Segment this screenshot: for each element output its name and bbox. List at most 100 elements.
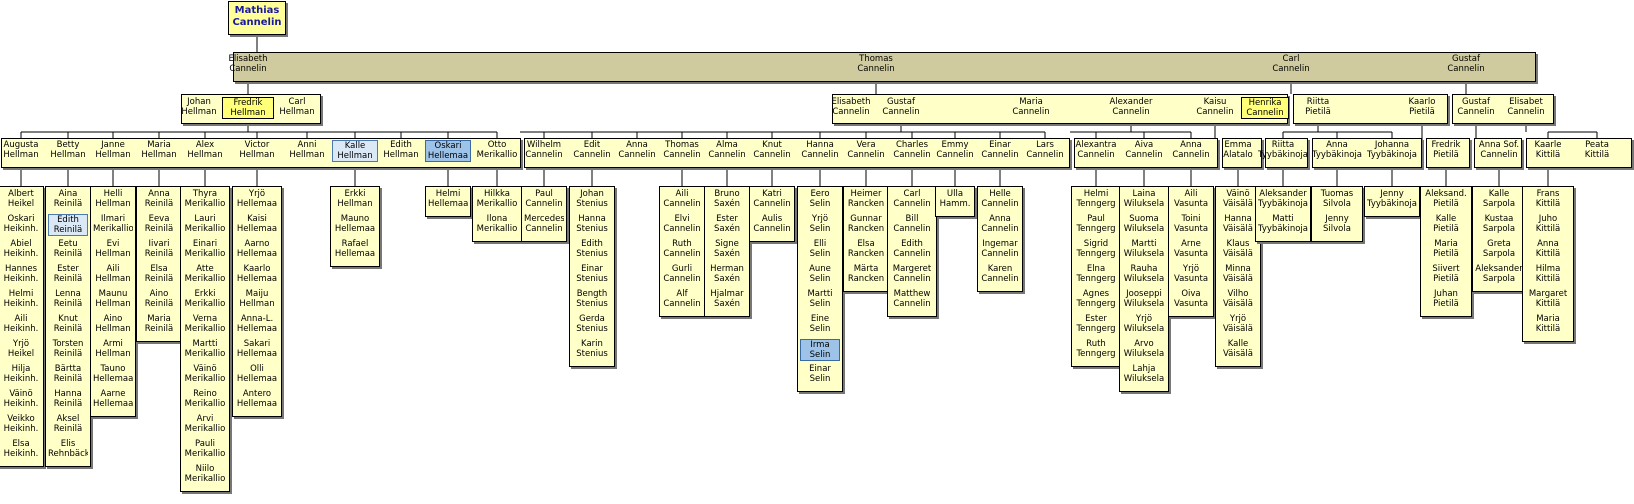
gen4-person[interactable]: Maunu Hellman [93,289,133,309]
gen4-person[interactable]: Helmi Hellemaa [428,189,468,209]
gen3-person[interactable]: Hanna Cannelin [797,140,843,160]
gen3-person[interactable]: Kaarle Kittilä [1525,140,1571,160]
gen4-person[interactable]: Eeva Reinilä [139,214,179,234]
gen4-person[interactable]: Bärtta Reinilä [48,364,88,384]
gen3-person[interactable]: Alex Hellman [182,140,228,160]
gen4-person[interactable]: Tauno Hellemaa [93,364,133,384]
gen4-person[interactable]: Martti Selin [800,289,840,309]
gen4-person[interactable]: Heimer Rancken [846,189,886,209]
gen4-person[interactable]: Aarne Hellemaa [93,389,133,409]
gen4-person[interactable]: Einar Stenius [572,264,612,284]
gen4-person[interactable]: Rafael Hellemaa [333,239,377,259]
gen4-person[interactable]: Antero Hellemaa [235,389,279,409]
gen3-person[interactable]: Augusta Hellman [0,140,44,160]
gen4-person[interactable]: Anna Cannelin [980,214,1020,234]
gen4-person[interactable]: Bill Cannelin [890,214,934,234]
gen3-person[interactable]: Janne Hellman [90,140,136,160]
gen3-person[interactable]: Fredrik Pietilä [1423,140,1469,160]
gen4-person[interactable]: Väinö Heikinh. [1,389,41,409]
gen4-person[interactable]: Aino Reinilä [139,289,179,309]
gen3-person[interactable]: Edit Cannelin [569,140,615,160]
gen2-person[interactable]: Alexander Cannelin [1105,97,1157,117]
gen4-person[interactable]: Aili Vasunta [1171,189,1211,209]
gen2-person[interactable]: Henrika Cannelin [1241,97,1289,119]
gen4-person[interactable]: Siivert Pietilä [1423,264,1469,284]
gen1-person[interactable]: Carl Cannelin [1259,54,1323,74]
gen3-person[interactable]: Anna Tyybäkinoja [1309,140,1365,160]
gen4-person[interactable]: Paul Cannelin [524,189,564,209]
gen3-person[interactable]: Betty Hellman [45,140,91,160]
gen4-person[interactable]: Gerda Stenius [572,314,612,334]
gen4-person[interactable]: Elsa Rancken [846,239,886,259]
gen4-person[interactable]: Elsa Reinilä [139,264,179,284]
gen4-person[interactable]: Bength Stenius [572,289,612,309]
gen4-person[interactable]: Hilja Heikinh. [1,364,41,384]
gen4-person[interactable]: Jooseppi Wiluksela [1122,289,1166,309]
gen4-person[interactable]: Elna Tenngerg [1074,264,1118,284]
gen4-person[interactable]: Kaisi Hellemaa [235,214,279,234]
gen2-person[interactable]: Kaisu Cannelin [1189,97,1241,117]
gen4-person[interactable]: Ilmari Merikallio [93,214,133,234]
gen4-person[interactable]: Klaus Väisälä [1218,239,1258,259]
gen2-person[interactable]: Carl Hellman [271,97,323,117]
gen1-person[interactable]: Gustaf Cannelin [1434,54,1498,74]
gen4-person[interactable]: Katri Cannelin [752,189,792,209]
gen4-person[interactable]: Jenny Tyybäkinoja [1367,189,1417,209]
gen4-person[interactable]: Gunnar Rancken [846,214,886,234]
gen4-person[interactable]: Anna Kittilä [1525,239,1571,259]
gen3-person[interactable]: Anna Cannelin [614,140,660,160]
gen4-person[interactable]: Bruno Saxén [707,189,747,209]
gen4-person[interactable]: Eine Selin [800,314,840,334]
gen3-person[interactable]: Lars Cannelin [1022,140,1068,160]
gen4-person[interactable]: Maria Pietilä [1423,239,1469,259]
gen3-person[interactable]: Riitta Tyybäkinoja [1255,140,1311,160]
gen4-person[interactable]: Edith Reinilä [48,214,88,236]
gen3-person[interactable]: Vera Cannelin [843,140,889,160]
gen4-person[interactable]: Hanna Stenius [572,214,612,234]
gen4-person[interactable]: Yrjö Väisälä [1218,314,1258,334]
gen4-person[interactable]: Kalle Sarpola [1475,189,1523,209]
gen4-person[interactable]: Helmi Tenngerg [1074,189,1118,209]
gen4-person[interactable]: Ester Tenngerg [1074,314,1118,334]
gen4-person[interactable]: Kalle Pietilä [1423,214,1469,234]
gen4-person[interactable]: Aina Reinilä [48,189,88,209]
gen4-person[interactable]: Minna Väisälä [1218,264,1258,284]
gen4-person[interactable]: Aleksander Sarpola [1475,264,1523,284]
gen4-person[interactable]: Hanna Reinilä [48,389,88,409]
gen4-person[interactable]: Edith Stenius [572,239,612,259]
gen4-person[interactable]: Eetu Reinilä [48,239,88,259]
gen4-person[interactable]: Helmi Heikinh. [1,289,41,309]
gen3-person[interactable]: Anna Sof. Cannelin [1476,140,1522,160]
gen4-person[interactable]: Yrjö Wiluksela [1122,314,1166,334]
gen4-person[interactable]: Ingemar Cannelin [980,239,1020,259]
gen4-person[interactable]: Hilma Kittilä [1525,264,1571,284]
gen4-person[interactable]: Kaarlo Hellemaa [235,264,279,284]
gen3-person[interactable]: Anni Hellman [284,140,330,160]
gen4-person[interactable]: Gurli Cannelin [662,264,702,284]
gen3-person[interactable]: Knut Cannelin [749,140,795,160]
gen4-person[interactable]: Matthew Cannelin [890,289,934,309]
gen4-person[interactable]: Ulla Hamm. [938,189,972,209]
gen3-person[interactable]: Wilhelm Cannelin [521,140,567,160]
gen4-person[interactable]: Lahja Wiluksela [1122,364,1166,384]
gen4-person[interactable]: Ruth Tenngerg [1074,339,1118,359]
gen4-person[interactable]: Hilkka Merikallio [475,189,519,209]
gen4-person[interactable]: Elli Selin [800,239,840,259]
gen3-person[interactable]: Anna Cannelin [1168,140,1214,160]
gen4-person[interactable]: Ester Saxén [707,214,747,234]
gen3-person[interactable]: Emmy Cannelin [932,140,978,160]
gen3-person[interactable]: Charles Cannelin [889,140,935,160]
gen2-person[interactable]: Fredrik Hellman [222,97,274,119]
gen4-person[interactable]: Anna-L. Hellemaa [235,314,279,334]
gen4-person[interactable]: Arne Vasunta [1171,239,1211,259]
gen4-person[interactable]: Armi Hellman [93,339,133,359]
gen4-person[interactable]: Martti Wiluksela [1122,239,1166,259]
gen4-person[interactable]: Herman Saxén [707,264,747,284]
gen4-person[interactable]: Iivari Reinilä [139,239,179,259]
gen4-person[interactable]: Aleksander Tyybäkinoja [1258,189,1308,209]
gen3-person[interactable]: Victor Hellman [234,140,280,160]
gen4-person[interactable]: Arvi Merikallio [183,414,227,434]
gen4-person[interactable]: Lenna Reinilä [48,289,88,309]
gen4-person[interactable]: Sakari Hellemaa [235,339,279,359]
gen3-person[interactable]: Kalle Hellman [332,140,378,162]
